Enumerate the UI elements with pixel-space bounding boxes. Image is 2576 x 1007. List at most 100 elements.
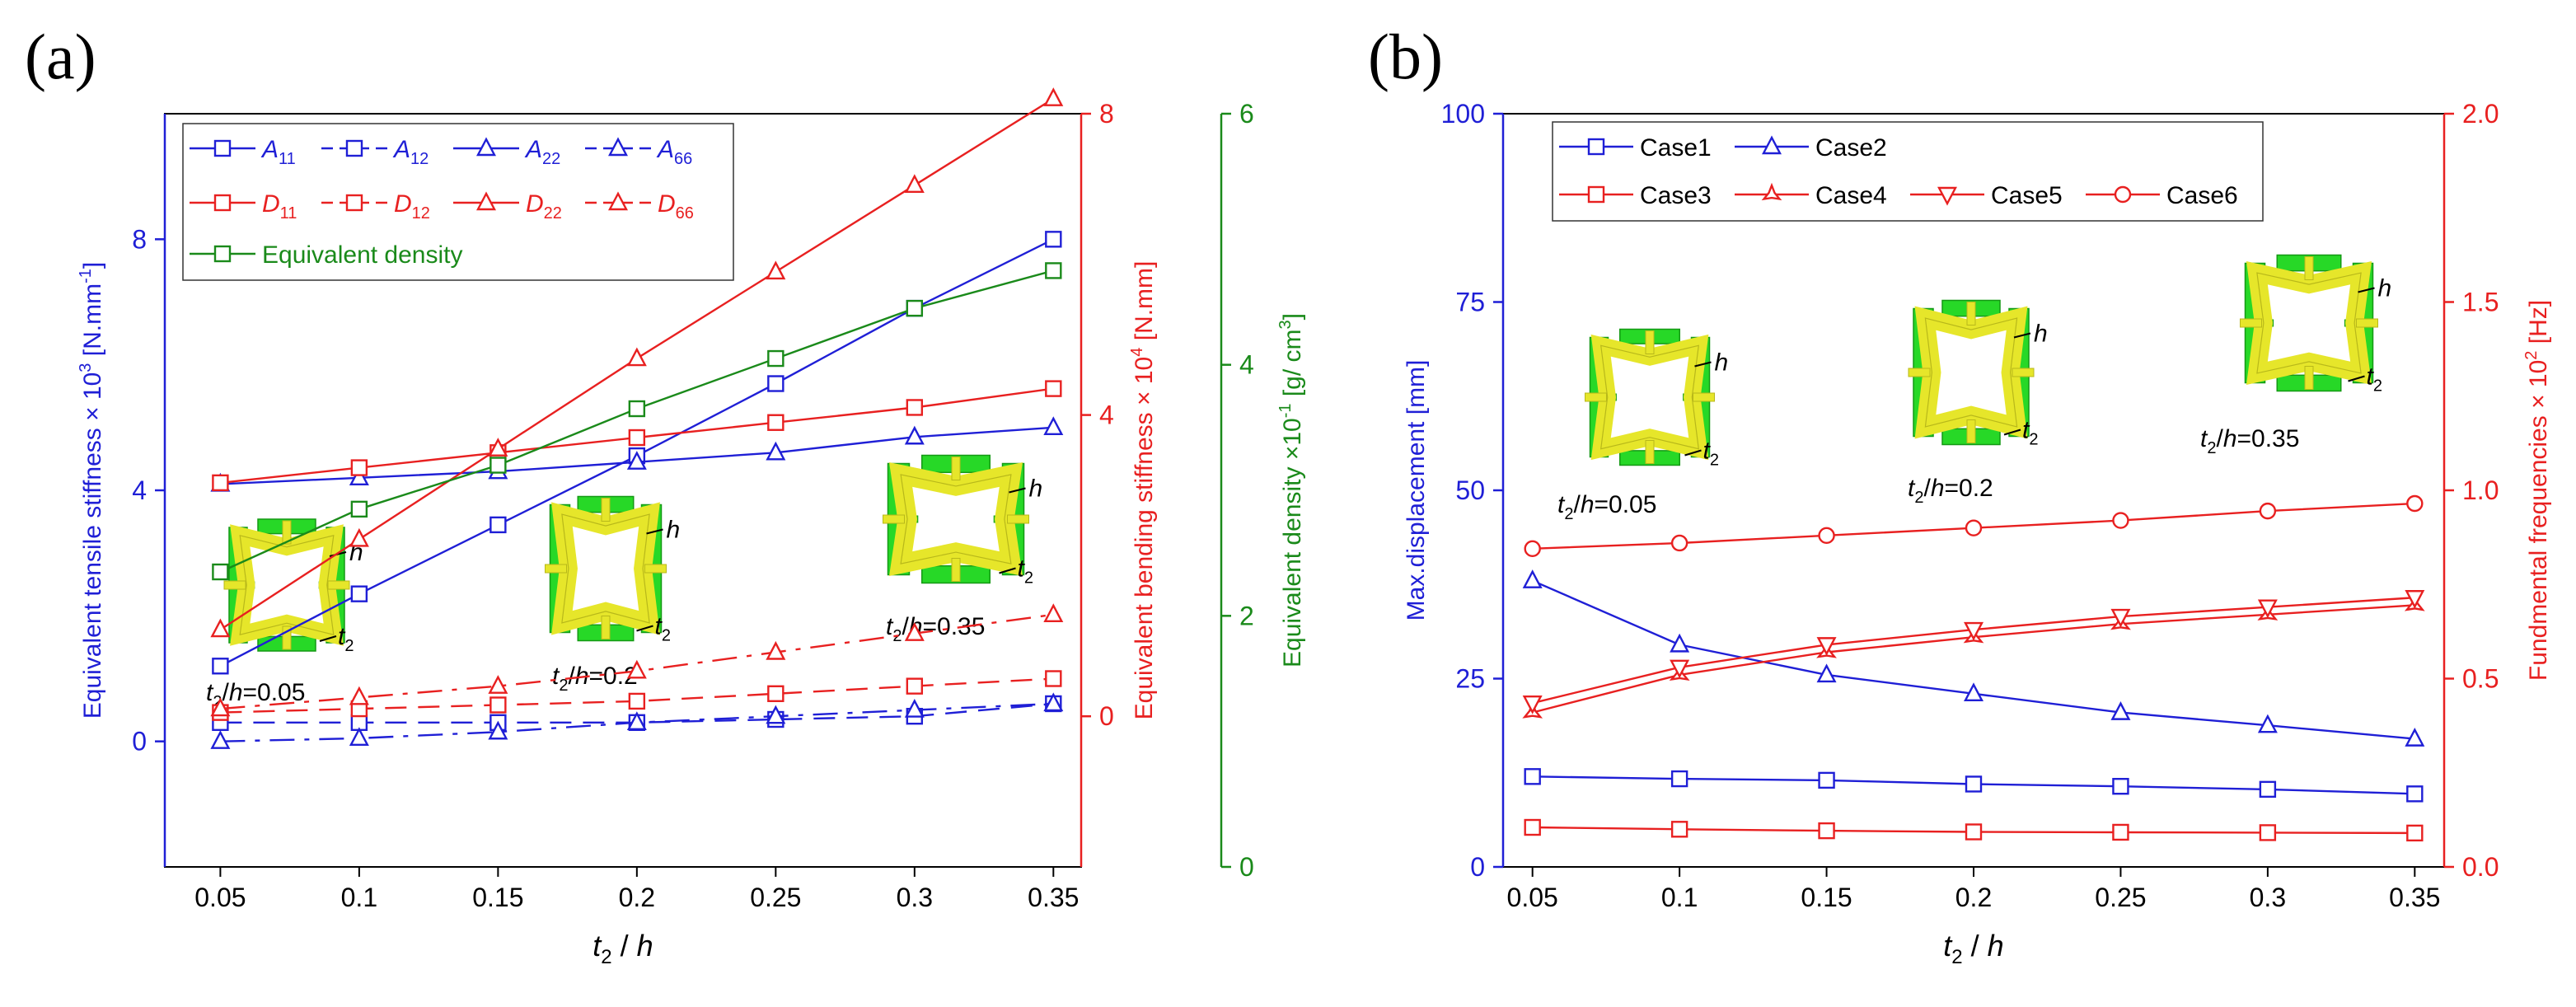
yellow-frame	[1590, 334, 1709, 461]
yellow-stub	[883, 514, 905, 524]
series-d66	[210, 603, 1064, 717]
legend-item: D12	[321, 190, 430, 222]
x-tick-label: 0.05	[194, 883, 246, 912]
right-y-tick-label: 1.0	[2462, 475, 2499, 505]
unit-cell-picture	[1585, 328, 1715, 466]
yellow-stub	[644, 564, 667, 574]
yellow-stub	[2304, 366, 2314, 390]
x-tick-label: 0.25	[2095, 883, 2146, 912]
data-point	[626, 711, 647, 731]
series-d22	[210, 87, 1064, 638]
yellow-stub	[223, 580, 246, 590]
legend-item: Case6	[2086, 182, 2238, 209]
data-point	[1670, 821, 1688, 838]
data-point	[1818, 822, 1835, 840]
data-point	[2110, 608, 2131, 628]
data-point	[2112, 778, 2129, 795]
data-point	[767, 414, 785, 431]
legend-item: Case5	[1910, 182, 2063, 209]
legend-label: A11	[260, 136, 296, 168]
x-tick-label: 0.3	[2250, 883, 2286, 912]
data-point	[1964, 621, 1984, 641]
series-case6	[1524, 494, 2424, 558]
left-y-tick-label: 75	[1455, 288, 1485, 317]
yellow-frame	[1914, 306, 2028, 439]
series-d11	[212, 380, 1062, 492]
right1-y-tick-label: 0	[1099, 701, 1114, 731]
data-point	[489, 696, 507, 714]
legend-label: Case5	[1991, 182, 2063, 209]
data-point	[210, 697, 231, 717]
panel-label: (b)	[1368, 21, 1443, 92]
yellow-stub	[2240, 318, 2262, 328]
legend-marker	[213, 139, 232, 157]
data-point	[350, 459, 368, 476]
legend-item: A66	[585, 136, 692, 168]
pointer-line	[1009, 487, 1026, 494]
yellow-stub	[1966, 302, 1976, 326]
data-point	[1965, 823, 1983, 841]
right-y-tick-label: 1.5	[2462, 288, 2499, 317]
yellow-frame	[230, 524, 344, 646]
right2-y-tick-label: 2	[1239, 601, 1254, 630]
data-point	[1816, 637, 1837, 656]
data-point	[210, 730, 231, 749]
right1-y-axis-label: Equivalent bending stiffness × 104 [N.mm…	[1128, 261, 1158, 720]
data-point	[349, 466, 369, 485]
right2-y-tick-label: 0	[1239, 852, 1254, 882]
yellow-stub	[282, 520, 292, 545]
legend-item: Case2	[1735, 134, 1887, 162]
data-point	[1670, 659, 1690, 679]
yellow-stub	[601, 498, 611, 522]
data-point	[1818, 527, 1835, 545]
x-tick-label: 0.1	[1661, 883, 1698, 912]
data-point	[2257, 714, 2278, 733]
yellow-frame	[551, 502, 660, 635]
legend-label: D22	[526, 190, 562, 222]
x-tick-label: 0.35	[1028, 883, 1079, 912]
legend-marker	[608, 137, 628, 157]
data-point	[1043, 87, 1064, 106]
left-y-tick-label: 25	[1455, 664, 1485, 694]
data-point	[2406, 824, 2424, 842]
legend: Case1 Case2 Case3 Case4 Case5 Case6	[1552, 121, 2264, 222]
data-point	[906, 399, 924, 416]
data-point	[1043, 603, 1064, 623]
x-tick-label: 0.05	[1507, 883, 1558, 912]
legend-label: D12	[394, 190, 430, 222]
pointer-line	[1684, 449, 1702, 457]
data-point	[1524, 818, 1541, 836]
x-tick-label: 0.2	[619, 883, 655, 912]
unit-cell-picture	[545, 495, 667, 642]
inset-h-label: h	[667, 517, 681, 544]
series-case1	[1524, 768, 2424, 803]
inset-h-label: h	[2378, 275, 2392, 302]
data-point	[349, 527, 369, 547]
data-point	[350, 500, 368, 518]
data-point	[626, 451, 647, 470]
legend-label: D66	[658, 190, 694, 222]
inset-ratio-label: t2/h=0.35	[2200, 425, 2299, 457]
data-point	[1670, 534, 1688, 552]
legend-item: D22	[453, 190, 562, 222]
inset-h-label: h	[1029, 475, 1043, 503]
data-point	[1524, 768, 1541, 785]
yellow-stub	[951, 558, 961, 582]
right-y-axis-label: Fundmental frequencies × 102 [Hz]	[2522, 300, 2552, 681]
legend-item: A22	[453, 136, 560, 168]
legend-marker	[1762, 135, 1782, 155]
unit-cell-picture	[1908, 299, 2035, 446]
chart-panel-b: (b) 0.05 0.1 0.15 0.2 0.25 0.3 0.35 t2 / h 0 25 50 7…	[1368, 21, 2552, 968]
yellow-stub	[2356, 318, 2378, 328]
yellow-stub	[282, 625, 292, 650]
x-tick-label: 0.15	[472, 883, 523, 912]
data-point	[1522, 569, 1543, 588]
legend-marker	[476, 191, 496, 211]
pointer-line	[2013, 332, 2031, 339]
x-axis-label: t2 / h	[592, 929, 653, 968]
data-point	[904, 174, 925, 194]
legend-label: Equivalent density	[262, 241, 463, 269]
legend: A11 A12 A22 A66 D11 D12 D22 D66 Equivalent densi…	[182, 123, 734, 281]
